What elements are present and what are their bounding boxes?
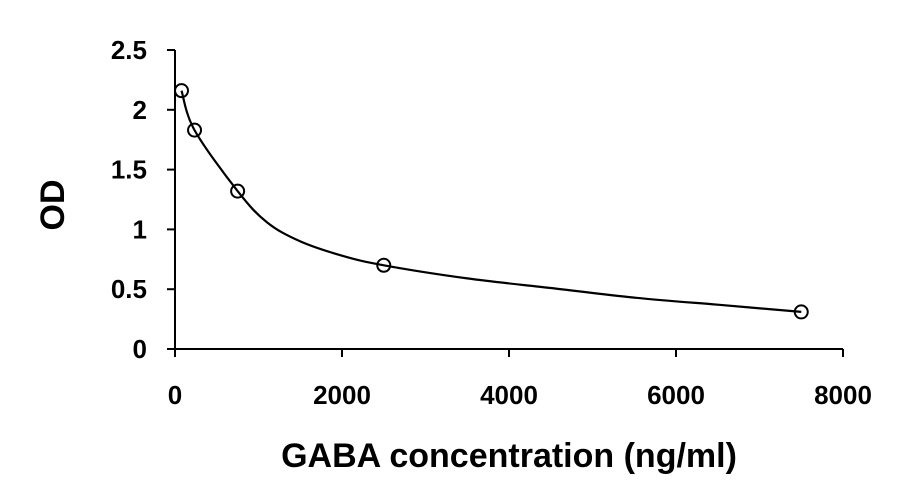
- x-tick-label: 4000: [480, 380, 538, 410]
- data-point-marker: [187, 122, 203, 138]
- y-tick-label: 0: [133, 334, 147, 364]
- plot-area: 0 0.5 1 1.5 2 2.5 0 2000 4000 6000 8000: [111, 35, 872, 410]
- data-points: [174, 83, 809, 320]
- y-tick-label: 0.5: [111, 274, 147, 304]
- data-point-marker: [793, 304, 809, 320]
- x-ticks: 0 2000 4000 6000 8000: [168, 349, 872, 410]
- x-axis-title: GABA concentration (ng/ml): [281, 437, 737, 475]
- y-axis-title: OD: [34, 180, 72, 231]
- fit-curve: [180, 90, 802, 313]
- x-tick-label: 0: [168, 380, 182, 410]
- y-tick-label: 2.5: [111, 35, 147, 65]
- x-tick-label: 8000: [814, 380, 872, 410]
- y-tick-label: 2: [133, 95, 147, 125]
- data-point-marker: [174, 83, 190, 99]
- y-tick-label: 1.5: [111, 155, 147, 185]
- y-tick-label: 1: [133, 214, 147, 244]
- x-tick-label: 6000: [647, 380, 705, 410]
- data-point-marker: [376, 257, 392, 273]
- x-tick-label: 2000: [313, 380, 371, 410]
- y-ticks: 0 0.5 1 1.5 2 2.5: [111, 35, 175, 364]
- data-point-marker: [230, 183, 246, 199]
